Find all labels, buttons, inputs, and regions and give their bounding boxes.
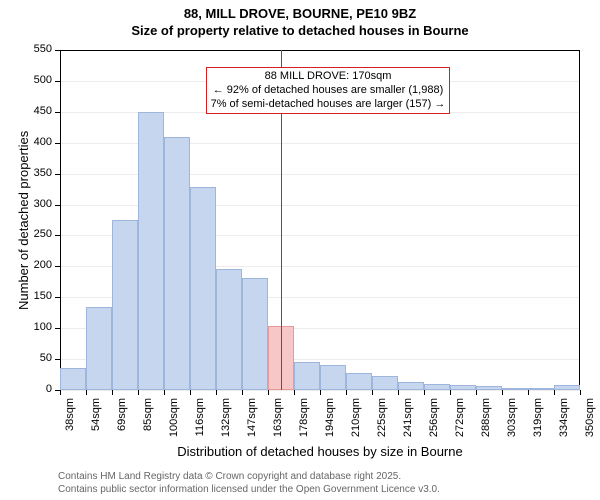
y-tick-label: 350 [12, 167, 52, 179]
footer-line2: Contains public sector information licen… [58, 483, 440, 496]
y-tick-label: 400 [12, 136, 52, 148]
histogram-bar [60, 368, 86, 390]
histogram-bar [242, 278, 268, 391]
x-tick [268, 390, 269, 395]
histogram-bar [424, 384, 450, 390]
x-tick [164, 390, 165, 395]
histogram-bar [528, 388, 554, 390]
x-tick [216, 390, 217, 395]
x-tick [528, 390, 529, 395]
x-tick [372, 390, 373, 395]
histogram-bar [294, 362, 320, 390]
histogram-bar [502, 388, 528, 390]
x-tick [320, 390, 321, 395]
y-tick-label: 200 [12, 259, 52, 271]
title-line2: Size of property relative to detached ho… [0, 23, 600, 40]
x-tick [60, 390, 61, 395]
x-tick-label: 178sqm [298, 398, 310, 448]
y-tick-label: 250 [12, 228, 52, 240]
x-tick [580, 390, 581, 395]
x-tick-label: 256sqm [428, 398, 440, 448]
y-tick-label: 300 [12, 198, 52, 210]
annotation-line2: ← 92% of detached houses are smaller (1,… [211, 84, 446, 98]
y-tick-label: 150 [12, 290, 52, 302]
annotation-box: 88 MILL DROVE: 170sqm← 92% of detached h… [206, 67, 451, 114]
x-tick [86, 390, 87, 395]
histogram-bar [138, 112, 164, 390]
histogram-bar [320, 365, 346, 390]
x-tick [554, 390, 555, 395]
histogram-bar [86, 307, 112, 390]
x-tick-label: 194sqm [324, 398, 336, 448]
axis-spine [60, 50, 61, 390]
histogram-bar [190, 187, 216, 390]
x-tick-label: 38sqm [64, 398, 76, 448]
histogram-bar [554, 385, 580, 390]
y-tick-label: 550 [12, 43, 52, 55]
x-tick-label: 241sqm [402, 398, 414, 448]
x-tick [112, 390, 113, 395]
y-tick-label: 100 [12, 321, 52, 333]
footer-line1: Contains HM Land Registry data © Crown c… [58, 470, 440, 483]
x-tick-label: 272sqm [454, 398, 466, 448]
x-tick-label: 210sqm [350, 398, 362, 448]
footer-attribution: Contains HM Land Registry data © Crown c… [58, 470, 440, 496]
histogram-bar [164, 137, 190, 390]
histogram-bar [450, 385, 476, 390]
x-tick-label: 116sqm [194, 398, 206, 448]
title-line1: 88, MILL DROVE, BOURNE, PE10 9BZ [0, 6, 600, 23]
x-tick [424, 390, 425, 395]
x-tick-label: 303sqm [506, 398, 518, 448]
x-tick [450, 390, 451, 395]
x-tick-label: 100sqm [168, 398, 180, 448]
x-tick [476, 390, 477, 395]
axis-spine [60, 50, 580, 51]
histogram-bar [216, 269, 242, 390]
x-tick [294, 390, 295, 395]
x-axis-title: Distribution of detached houses by size … [60, 444, 580, 459]
x-tick-label: 163sqm [272, 398, 284, 448]
y-tick-label: 0 [12, 383, 52, 395]
x-tick-label: 350sqm [584, 398, 596, 448]
x-tick [138, 390, 139, 395]
histogram-bar [476, 386, 502, 390]
x-tick-label: 288sqm [480, 398, 492, 448]
y-tick-label: 500 [12, 74, 52, 86]
y-tick-label: 50 [12, 352, 52, 364]
x-tick-label: 225sqm [376, 398, 388, 448]
annotation-line1: 88 MILL DROVE: 170sqm [211, 70, 446, 84]
histogram-bar [398, 382, 424, 390]
x-tick-label: 319sqm [532, 398, 544, 448]
x-tick-label: 85sqm [142, 398, 154, 448]
x-tick-label: 69sqm [116, 398, 128, 448]
histogram-bar [112, 220, 138, 390]
x-tick-label: 334sqm [558, 398, 570, 448]
x-tick [398, 390, 399, 395]
x-tick [502, 390, 503, 395]
histogram-bar [346, 373, 372, 390]
x-tick [346, 390, 347, 395]
x-tick-label: 132sqm [220, 398, 232, 448]
x-tick [190, 390, 191, 395]
axis-spine [579, 50, 580, 390]
y-axis-title: Number of detached properties [16, 131, 31, 310]
x-tick-label: 147sqm [246, 398, 258, 448]
chart-title-block: 88, MILL DROVE, BOURNE, PE10 9BZ Size of… [0, 0, 600, 40]
x-tick-label: 54sqm [90, 398, 102, 448]
annotation-line3: 7% of semi-detached houses are larger (1… [211, 98, 446, 112]
chart-plot-area: 88 MILL DROVE: 170sqm← 92% of detached h… [60, 50, 580, 390]
x-tick [242, 390, 243, 395]
y-tick-label: 450 [12, 105, 52, 117]
histogram-bar [372, 376, 398, 390]
